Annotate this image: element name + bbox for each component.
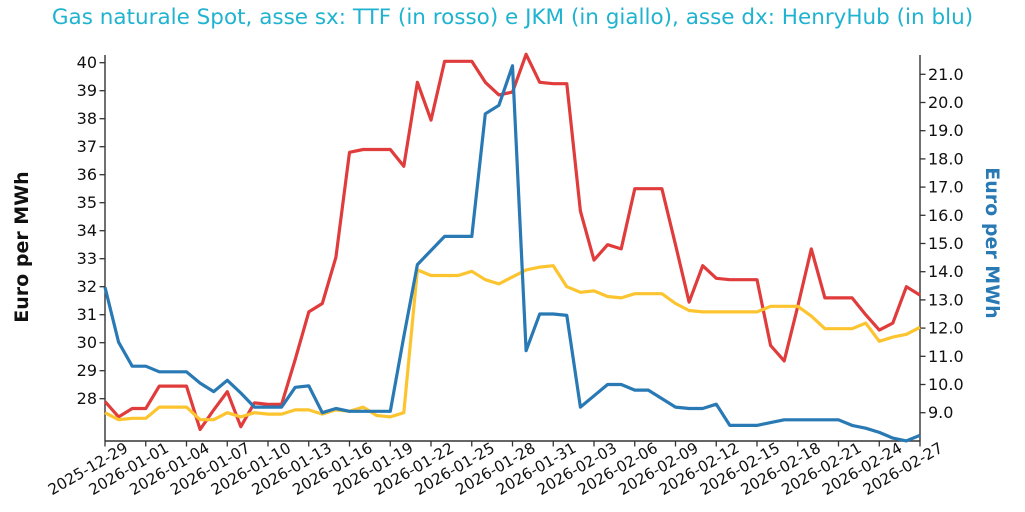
- left-tick-label: 33: [77, 249, 97, 268]
- right-tick-label: 14.0: [928, 262, 964, 281]
- left-tick-label: 34: [77, 221, 97, 240]
- right-tick-label: 19.0: [928, 121, 964, 140]
- right-tick-label: 17.0: [928, 178, 964, 197]
- left-tick-label: 38: [77, 109, 97, 128]
- right-tick-label: 12.0: [928, 319, 964, 338]
- right-tick-label: 13.0: [928, 290, 964, 309]
- left-tick-label: 39: [77, 81, 97, 100]
- right-tick-label: 21.0: [928, 65, 964, 84]
- chart-title: Gas naturale Spot, asse sx: TTF (in ross…: [51, 5, 974, 30]
- left-axis-title: Euro per MWh: [11, 171, 33, 323]
- right-tick-label: 15.0: [928, 234, 964, 253]
- right-axis-title: Euro per MWh: [981, 167, 1003, 319]
- left-tick-label: 40: [77, 53, 97, 72]
- right-tick-label: 16.0: [928, 206, 964, 225]
- right-tick-label: 11.0: [928, 347, 964, 366]
- left-tick-label: 29: [77, 361, 97, 380]
- series-line-jkm: [104, 264, 921, 422]
- right-tick-label: 20.0: [928, 93, 964, 112]
- left-tick-label: 37: [77, 137, 97, 156]
- series-line-henryhub: [103, 64, 921, 443]
- left-tick-label: 35: [77, 193, 97, 212]
- left-tick-label: 31: [77, 305, 97, 324]
- series-line-ttf: [103, 52, 921, 432]
- left-tick-label: 36: [77, 165, 97, 184]
- right-tick-label: 10.0: [928, 375, 964, 394]
- left-tick-label: 28: [77, 389, 97, 408]
- left-tick-label: 30: [77, 333, 97, 352]
- right-tick-label: 18.0: [928, 149, 964, 168]
- left-tick-label: 32: [77, 277, 97, 296]
- right-tick-label: 9.0: [928, 403, 953, 422]
